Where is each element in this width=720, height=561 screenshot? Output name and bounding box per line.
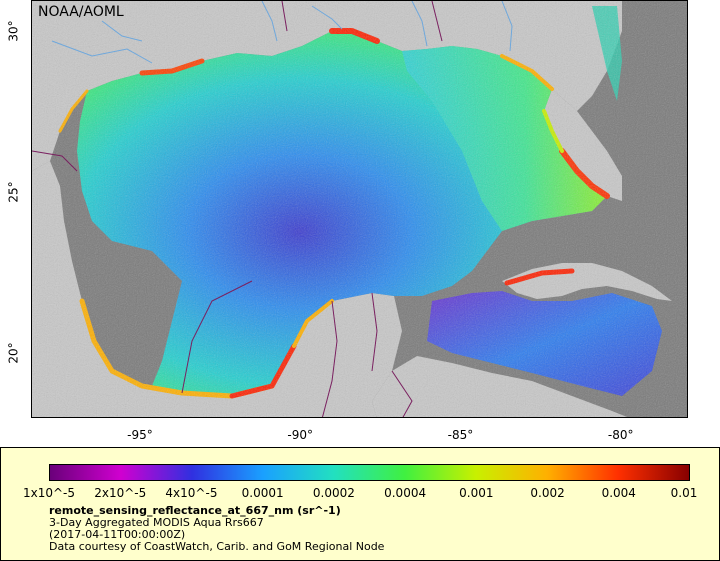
credit-label: NOAA/AOML: [38, 4, 124, 20]
y-tick-label: 30°: [6, 20, 21, 42]
legend-panel: 1x10^-5 2x10^-5 4x10^-5 0.0001 0.0002 0.0004 0…: [0, 447, 720, 561]
pixel-noise-texture: [32, 1, 687, 417]
x-tick-label: -80°: [607, 428, 634, 442]
legend-dataset-line: 3-Day Aggregated MODIS Aqua Rrs667: [49, 516, 264, 529]
colorbar-tick-label: 0.002: [530, 486, 565, 500]
colorbar-tick-label: 2x10^-5: [94, 486, 147, 500]
y-tick-label: 20°: [6, 342, 21, 364]
colorbar-tick-label: 4x10^-5: [165, 486, 218, 500]
rivers: [51, 1, 513, 64]
colorbar-tick-label: 0.001: [459, 486, 494, 500]
x-tick-label: -85°: [447, 428, 474, 442]
legend-time-line: (2017-04-11T00:00:00Z): [49, 528, 186, 541]
colorbar-gradient: [50, 465, 689, 480]
legend-text: remote_sensing_reflectance_at_667_nm (sr…: [49, 505, 384, 553]
legend-title: remote_sensing_reflectance_at_667_nm (sr…: [49, 504, 341, 517]
x-tick-label: -90°: [287, 428, 314, 442]
legend-credit-line: Data courtesy of CoastWatch, Carib. and …: [49, 540, 385, 553]
colorbar-tick-label: 0.004: [601, 486, 636, 500]
colorbar-tick-label: 0.0001: [241, 486, 284, 500]
colorbar-tick-label: 0.0004: [384, 486, 427, 500]
reflectance-map: [32, 1, 687, 417]
colorbar: [49, 464, 690, 481]
x-tick-label: -95°: [127, 428, 153, 442]
colorbar-tick-label: 0.0002: [312, 486, 355, 500]
colorbar-tick-label: 0.01: [670, 486, 698, 500]
colorbar-tick-label: 1x10^-5: [22, 486, 76, 500]
political-borders: [32, 1, 443, 417]
y-tick-label: 25°: [6, 181, 21, 203]
map-panel: NOAA/AOML: [31, 0, 688, 418]
